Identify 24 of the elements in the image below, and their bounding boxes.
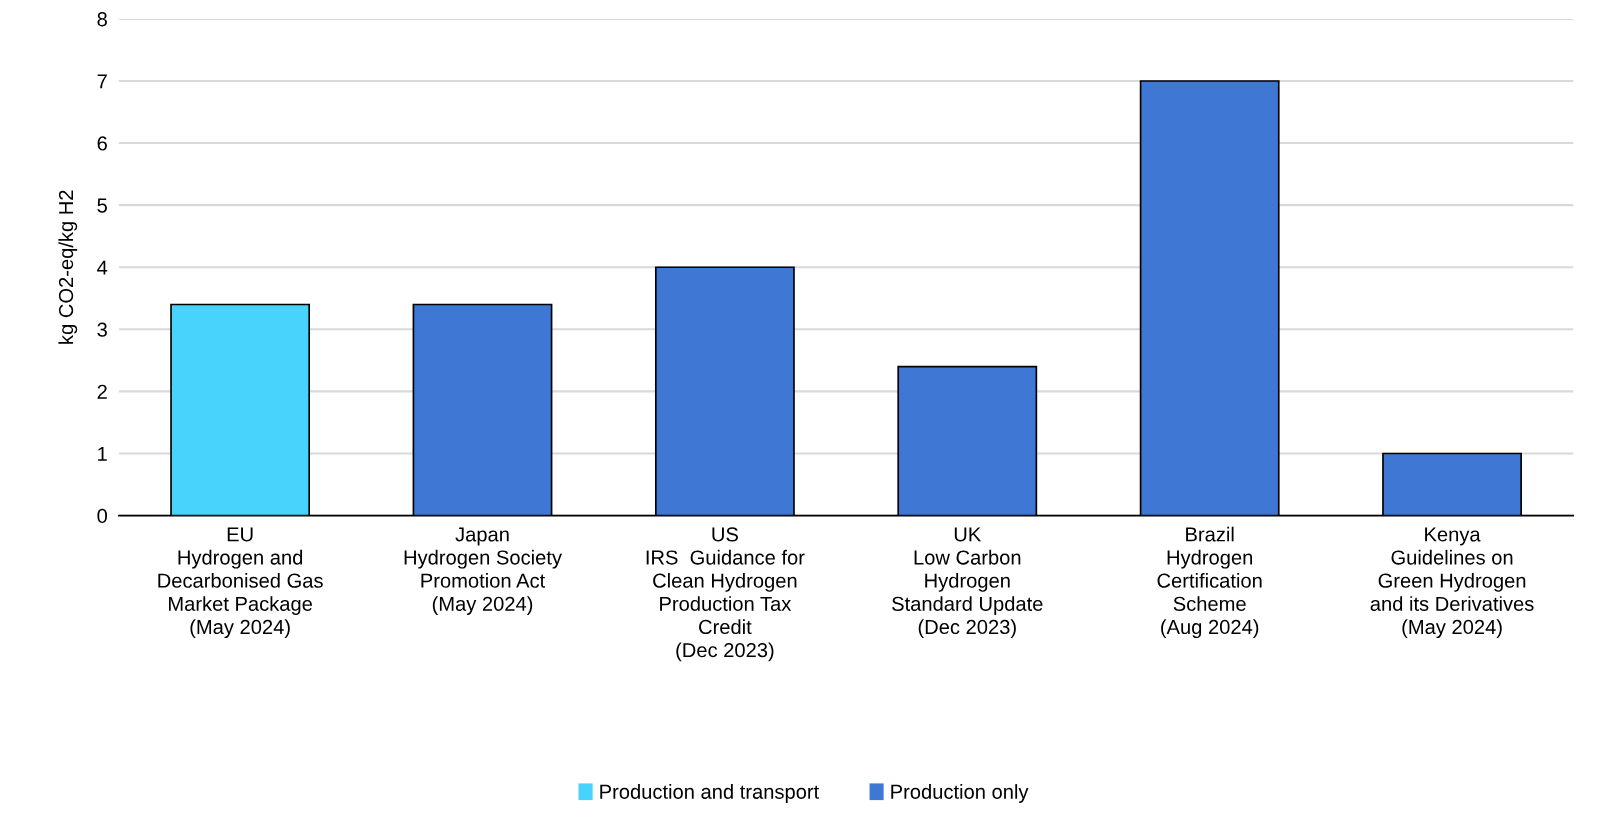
y-tick-label: 1 [98, 446, 107, 461]
x-tick-label: EU Hydrogen and Decarbonised Gas Market Package (May 2024) [158, 527, 323, 639]
y-tick-label: 7 [97, 74, 107, 89]
y-tick-label: 6 [97, 136, 107, 151]
y-tick-label: 0 [97, 508, 108, 524]
x-tick-label: UK Low Carbon Hydrogen Standard Update (Dec 2023) [892, 527, 1043, 639]
y-tick-label: 4 [97, 260, 108, 275]
y-tick-label: 5 [97, 198, 107, 213]
y-tick-label: 3 [97, 322, 107, 337]
bar [412, 303, 553, 516]
bar [654, 266, 795, 516]
y-tick-label: 2 [97, 384, 107, 399]
y-axis-title: kg CO2-eq/kg H2 [58, 190, 78, 344]
x-tick-label: US IRS Guidance for Clean Hydrogen Production Tax Credit (Dec 2023) [646, 527, 805, 662]
x-tick-label: Kenya Guidelines on Green Hydrogen and its Derivatives (May 2024) [1370, 527, 1534, 639]
bar [170, 303, 311, 516]
x-tick-label: Japan Hydrogen Society Promotion Act (May 2024) [404, 527, 562, 615]
x-tick-label: Brazil Hydrogen Certification Scheme (Aug 2024) [1157, 526, 1262, 639]
bar [1382, 452, 1522, 516]
bar [897, 365, 1038, 516]
legend-label: Production only [891, 784, 1029, 803]
legend-label: Production and transport [600, 784, 820, 803]
bar [1139, 80, 1280, 516]
y-tick-label: 8 [97, 12, 107, 27]
